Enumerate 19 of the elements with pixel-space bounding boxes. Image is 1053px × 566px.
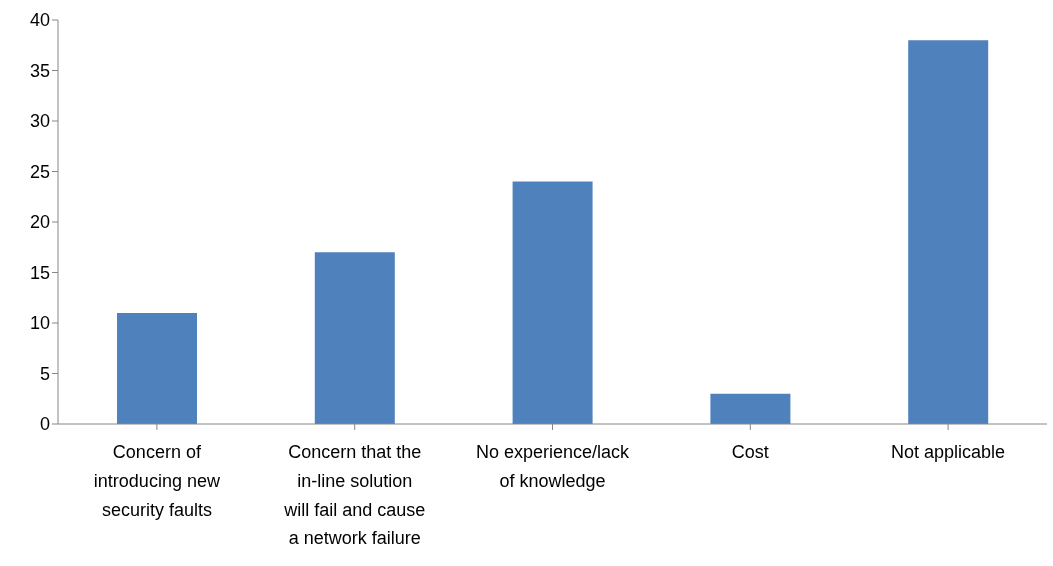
y-tick-label: 40 [29, 10, 50, 31]
y-tick-label: 30 [29, 111, 50, 132]
y-tick-label: 5 [39, 363, 50, 384]
bar [908, 40, 989, 424]
bar [710, 393, 791, 424]
x-tick-label: No experience/lack of knowledge [475, 442, 631, 491]
x-tick-label: Concern that the in-line solution will fail and cause a network failure [283, 442, 426, 549]
x-tick-label: Concern of introducing new security faults [93, 442, 221, 520]
bar [117, 312, 197, 424]
bar [314, 252, 395, 424]
y-tick-label: 10 [29, 313, 50, 334]
y-tick-label: 35 [29, 60, 50, 81]
y-tick-label: 20 [29, 212, 50, 233]
y-tick-label: 0 [39, 414, 50, 435]
y-tick-label: 15 [29, 262, 50, 283]
x-tick-label: Not applicable [891, 442, 1006, 462]
y-tick-label: 25 [29, 161, 50, 182]
bar [512, 181, 593, 424]
x-tick-label: Cost [731, 442, 769, 462]
